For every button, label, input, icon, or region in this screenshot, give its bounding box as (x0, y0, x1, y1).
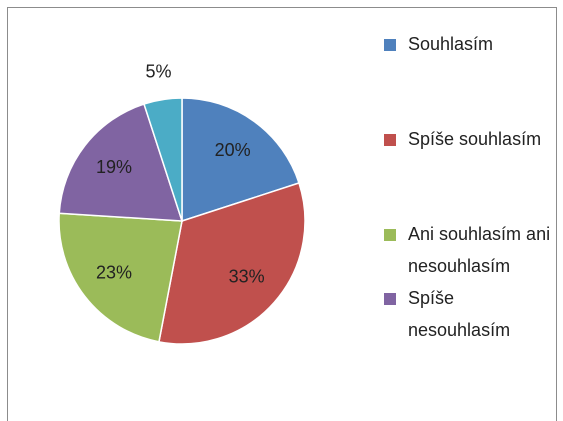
legend-label: Spíše souhlasím (408, 129, 541, 149)
pie-slice (181, 97, 300, 223)
pie-slice (158, 182, 306, 345)
data-label: 19% (96, 157, 132, 177)
legend-swatch (384, 229, 396, 241)
pie-slice (143, 97, 183, 222)
legend-label: Souhlasím (408, 34, 493, 54)
pie-slice (58, 212, 183, 343)
data-label: 33% (229, 267, 265, 287)
legend-swatch (384, 293, 396, 305)
pie-slice (58, 103, 184, 222)
legend-label: Ani souhlasím ani nesouhlasím (408, 224, 555, 276)
legend-swatch (384, 134, 396, 146)
data-label: 5% (146, 62, 172, 82)
legend-label: Spíše nesouhlasím (408, 288, 510, 340)
data-label: 23% (96, 263, 132, 283)
data-label: 20% (215, 140, 251, 160)
legend-swatch (384, 39, 396, 51)
